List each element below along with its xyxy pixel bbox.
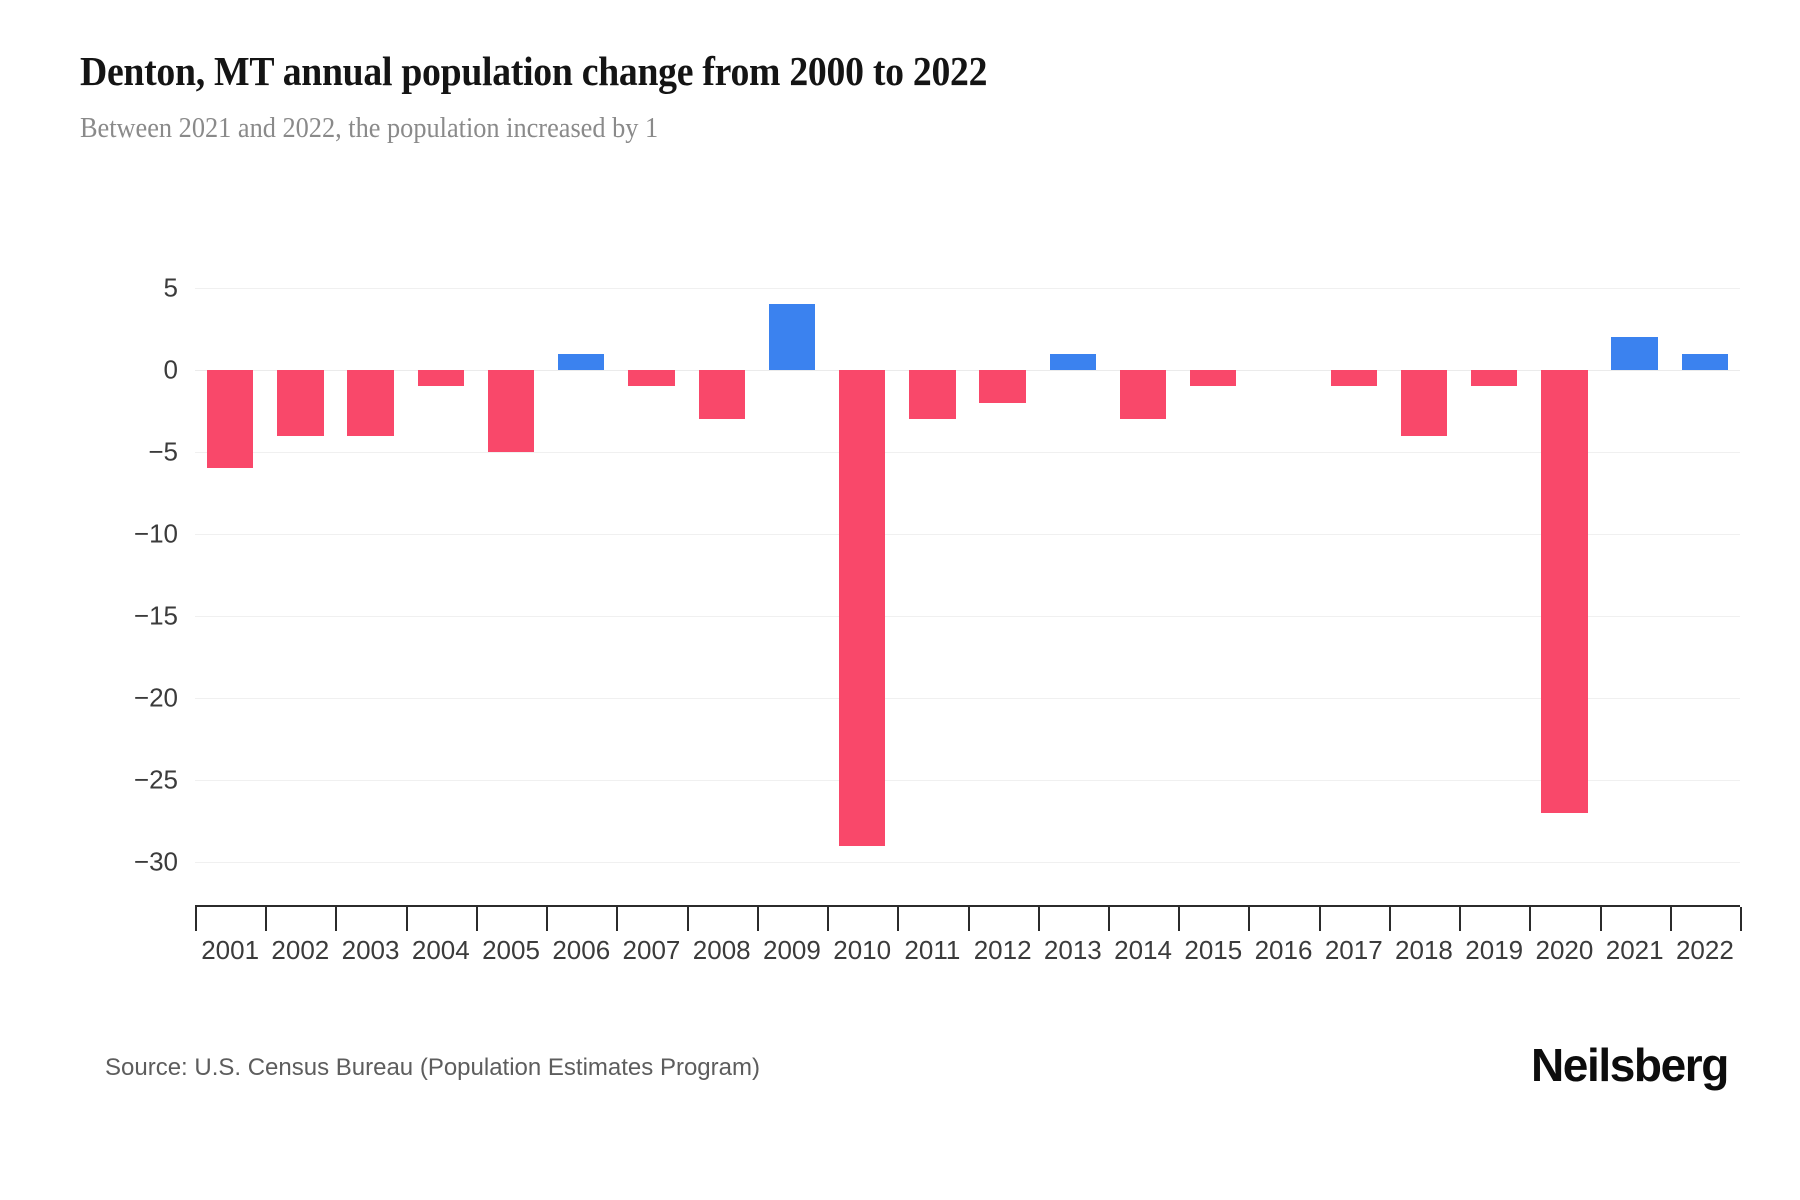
gridline [195,780,1740,781]
gridline [195,862,1740,863]
x-axis-tick [475,907,478,931]
x-axis-tick-label: 2002 [271,935,330,965]
x-axis-tick [1529,907,1532,931]
bar-2002[interactable] [277,370,324,436]
x-axis-line [195,905,1740,907]
bar-2017[interactable] [1330,370,1377,387]
bar-2003[interactable] [347,370,394,436]
x-axis-tick [405,907,408,931]
x-axis-tick-label: 2013 [1043,935,1102,965]
y-axis-tick-label: −20 [133,682,178,713]
x-axis-tick-label: 2016 [1254,935,1313,965]
x-axis-tick-label: 2019 [1465,935,1524,965]
x-axis-tick [897,907,900,931]
bar-2010[interactable] [838,370,886,846]
x-axis-tick-label: 2022 [1675,935,1734,965]
bar-2006[interactable] [558,353,605,370]
gridline [195,534,1740,535]
x-axis-tick [546,907,549,931]
bar-2019[interactable] [1471,370,1518,387]
x-axis-ticks [195,907,1742,931]
y-axis-tick-label: −15 [133,600,178,631]
y-axis-tick-label: −10 [133,518,178,549]
x-axis-tick [1669,907,1672,931]
bar-2018[interactable] [1400,370,1448,436]
x-axis-tick [827,907,830,931]
y-axis-tick-label: −25 [133,764,178,795]
bar-series [195,288,1740,862]
bar-2007[interactable] [628,370,675,387]
bar-2011[interactable] [909,370,956,420]
x-axis-tick [195,907,197,931]
gridline [195,288,1740,289]
x-axis-tick [1037,907,1040,931]
x-axis-tick-label: 2010 [833,935,892,965]
x-axis-tick [1248,907,1251,931]
bar-2021[interactable] [1611,337,1658,370]
x-axis-tick [265,907,268,931]
x-axis-tick [686,907,689,931]
x-axis-tick [1318,907,1321,931]
gridline [195,616,1740,617]
x-axis-tick [1178,907,1181,931]
x-axis-tick-label: 2006 [552,935,611,965]
chart-subtitle: Between 2021 and 2022, the population in… [80,113,659,145]
x-axis-tick-label: 2014 [1114,935,1172,965]
zero-gridline [195,370,1740,371]
bar-2001[interactable] [206,370,254,469]
x-axis-tick [756,907,759,931]
bar-2015[interactable] [1190,370,1237,387]
x-axis-tick [1740,907,1742,931]
x-axis-tick [967,907,970,931]
bar-2013[interactable] [1049,353,1096,370]
gridline [195,452,1740,453]
x-axis-tick-label: 2011 [904,935,961,965]
y-axis-tick-label: −5 [148,436,178,467]
x-axis-labels: 2001 2002 2003 2004 2005 2006 2007 2008 2009 2010… [195,935,1740,975]
x-axis-tick-label: 2018 [1395,935,1453,965]
x-axis-tick-label: 2015 [1184,935,1243,965]
x-axis-tick-label: 2012 [973,935,1032,965]
bar-2004[interactable] [417,370,464,387]
y-axis-tick-label: −30 [133,846,178,877]
x-axis-tick [616,907,619,931]
x-axis-tick [1107,907,1110,931]
x-axis-tick-label: 2005 [482,935,540,965]
bar-2022[interactable] [1681,353,1729,370]
gridline [195,698,1740,699]
chart-header: Denton, MT annual population change from… [80,48,1740,145]
x-axis-tick-label: 2001 [201,935,260,965]
x-axis-tick-label: 2020 [1535,935,1594,965]
bar-2020[interactable] [1541,370,1588,813]
y-axis-tick-label: 0 [163,354,178,385]
x-axis-tick [1388,907,1391,931]
bar-2008[interactable] [698,370,745,420]
x-axis-tick-label: 2004 [411,935,470,965]
y-axis-tick-label: 5 [163,272,178,303]
y-axis-labels: 5 0 −5 −10 −15 −20 −25 −30 [0,273,178,877]
chart-plot-area: 5 0 −5 −10 −15 −20 −25 −30 2001 2002 2003 2004 2005… [0,245,1800,965]
bar-2014[interactable] [1119,370,1167,420]
x-axis-tick-label: 2017 [1324,935,1383,965]
x-axis-tick-label: 2003 [341,935,400,965]
x-axis-tick-label: 2008 [692,935,751,965]
x-axis-tick-label: 2007 [622,935,681,965]
page-title: Denton, MT annual population change from… [80,48,988,94]
source-note: Source: U.S. Census Bureau (Population E… [105,1054,760,1081]
brand-logo: Neilsberg [1530,1039,1729,1091]
x-axis-tick [335,907,338,931]
plot-canvas [195,288,1740,863]
bar-2009[interactable] [768,304,816,370]
bar-2012[interactable] [979,370,1026,403]
x-axis-tick [1459,907,1462,931]
x-axis-tick-label: 2009 [763,935,821,965]
x-axis-tick-label: 2021 [1605,935,1664,965]
x-axis-tick [1599,907,1602,931]
bar-2005[interactable] [487,370,535,452]
